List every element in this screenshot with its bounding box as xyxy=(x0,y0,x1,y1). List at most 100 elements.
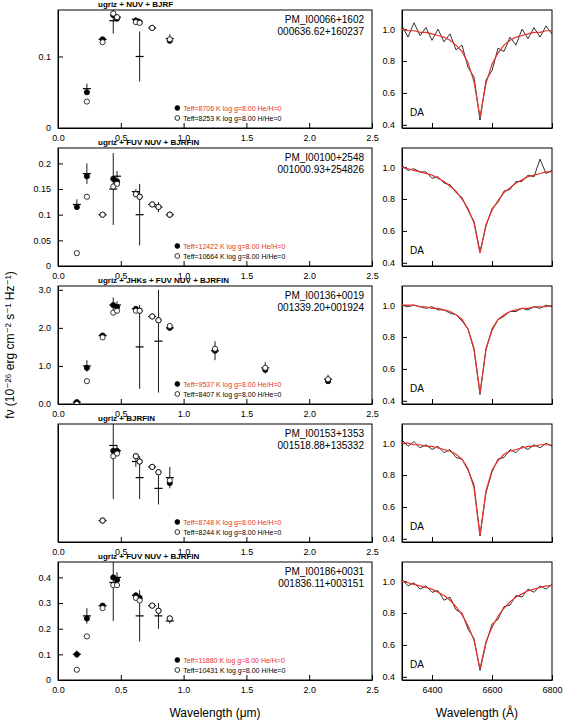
model-open-point xyxy=(212,346,217,351)
tick: 0.6 xyxy=(382,502,407,512)
legend-marker xyxy=(175,244,180,249)
tick-label: 0.4 xyxy=(382,534,395,544)
model-open-point xyxy=(156,318,161,323)
legend-label: Teff=9537 K log g=8.00 He/H=0 xyxy=(183,381,281,389)
marks xyxy=(73,153,174,256)
model-filled-point xyxy=(150,603,155,608)
tick: 0.1 xyxy=(38,52,63,62)
model-open-point xyxy=(150,314,155,319)
star-name: PM_I00136+0019 xyxy=(285,290,365,301)
plot-frame xyxy=(58,148,372,266)
spectral-type: DA xyxy=(410,521,424,532)
model-spectrum xyxy=(402,443,552,535)
model-open-point xyxy=(150,603,155,608)
model-filled-point xyxy=(137,459,142,464)
model-open-point xyxy=(150,202,155,207)
tick-label: 0 xyxy=(46,261,51,271)
axis-line xyxy=(58,425,59,543)
legend-marker xyxy=(175,668,180,673)
tick-mark xyxy=(492,261,493,266)
tick-mark xyxy=(121,537,122,542)
tick-mark xyxy=(121,261,122,266)
model-open-point xyxy=(100,335,105,340)
plot-frame xyxy=(402,424,552,542)
tick: 1.5 xyxy=(241,123,254,143)
plot-frame xyxy=(402,562,552,680)
tick: 6800 xyxy=(542,675,562,695)
model-filled-point xyxy=(150,202,155,207)
tick xyxy=(492,537,493,542)
model-filled-point xyxy=(84,616,89,621)
tick: 0.4 xyxy=(38,573,63,583)
marks xyxy=(83,10,174,104)
legend-marker xyxy=(175,116,180,121)
tick-mark xyxy=(58,603,63,604)
axis-line xyxy=(59,128,373,129)
tick-mark xyxy=(58,328,63,329)
axis-line xyxy=(58,287,59,405)
tick-mark xyxy=(372,123,373,128)
tick-label: 2.0 xyxy=(303,547,316,557)
plot-frame xyxy=(402,148,552,266)
error-bar xyxy=(113,424,114,499)
observed-flux xyxy=(154,341,162,342)
observed-flux xyxy=(136,477,144,478)
tick: 0.6 xyxy=(382,226,407,236)
model-filled-point xyxy=(100,518,105,523)
panel: 0.40.60.81.0DA xyxy=(382,148,552,268)
tick-mark xyxy=(58,189,63,190)
panel-title: ugriz + FUV NUV + BJRFIN xyxy=(98,138,200,147)
tick: 1.0 xyxy=(178,675,191,695)
tick-mark xyxy=(402,93,407,94)
model-spectrum xyxy=(402,167,552,253)
tick-mark xyxy=(246,261,247,266)
tick: 0.4 xyxy=(382,120,407,130)
model-open-point xyxy=(84,634,89,639)
model-open-point xyxy=(156,204,161,209)
model-filled-point xyxy=(156,470,161,475)
tick-label: 2.5 xyxy=(366,133,379,143)
tick-label: 0.3 xyxy=(38,598,51,608)
observed-flux xyxy=(109,445,117,446)
tick-label: 0.4 xyxy=(382,258,395,268)
tick-label: 0.05 xyxy=(33,236,51,246)
spectral-type: DA xyxy=(410,383,424,394)
x-axis-title: Wavelength (μm) xyxy=(169,706,260,720)
tick-mark xyxy=(58,240,63,241)
tick-label: 2.0 xyxy=(303,133,316,143)
tick-label: 0.6 xyxy=(382,502,395,512)
x-axis-title: Wavelength (Å) xyxy=(436,705,518,720)
model-open-point xyxy=(137,598,142,603)
star-name: PM_I00100+2548 xyxy=(285,152,365,163)
model-filled-point xyxy=(84,174,89,179)
tick-label: 2.5 xyxy=(366,547,379,557)
y-axis: 00.10.20.30.4 xyxy=(38,563,63,686)
tick: 0.6 xyxy=(382,88,407,98)
tick-mark xyxy=(402,369,407,370)
tick-label: 0.0 xyxy=(52,133,65,143)
tick-label: 0 xyxy=(46,675,51,685)
tick-label: 1.0 xyxy=(38,361,51,371)
legend-marker xyxy=(175,520,180,525)
model-open-point xyxy=(84,194,89,199)
tick: 0.8 xyxy=(382,608,407,618)
model-filled-point xyxy=(156,204,161,209)
tick-mark xyxy=(402,475,407,476)
tick: 2.0 xyxy=(303,261,316,281)
tick-label: 2.0 xyxy=(38,323,51,333)
tick: 0.05 xyxy=(33,236,63,246)
tick-label: 1.0 xyxy=(382,301,395,311)
tick: 6400 xyxy=(422,675,442,695)
panel: 0.40.60.81.0DA xyxy=(382,286,552,406)
model-filled-point xyxy=(114,577,119,582)
tick-label: 2.0 xyxy=(303,409,316,419)
tick-label: 6800 xyxy=(542,685,562,695)
observed-flux xyxy=(136,615,144,616)
tick-mark xyxy=(58,266,63,267)
star-name: 001000.93+254826 xyxy=(278,164,365,175)
tick-label: 1.0 xyxy=(382,25,395,35)
marks xyxy=(99,424,174,523)
axis-line xyxy=(403,128,553,129)
tick: 0.4 xyxy=(382,672,407,682)
star-name: 001339.20+001924 xyxy=(278,302,365,313)
